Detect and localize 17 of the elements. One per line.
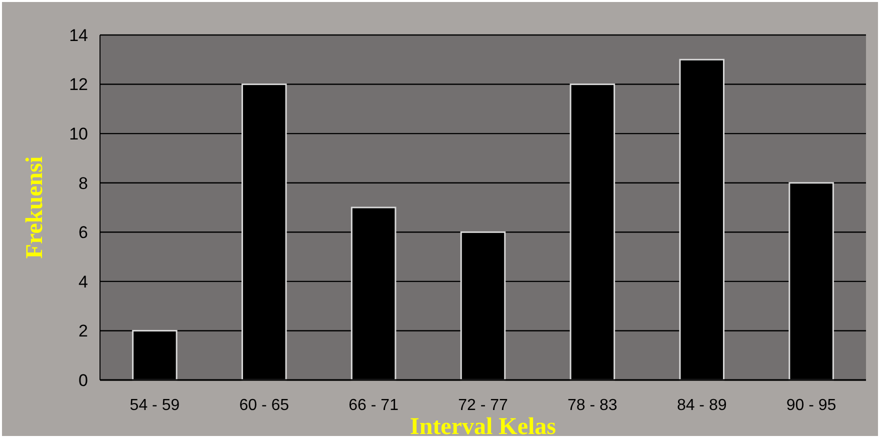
- x-tick-label: 66 - 71: [348, 397, 399, 414]
- y-tick-label: 8: [78, 174, 88, 193]
- x-tick-label: 84 - 89: [676, 397, 727, 414]
- x-tick-label: 78 - 83: [568, 397, 618, 414]
- y-tick-label: 2: [78, 322, 88, 341]
- y-tick-label: 10: [69, 124, 88, 144]
- y-tick-label: 12: [69, 75, 88, 94]
- x-tick-label: 54 - 59: [130, 397, 180, 414]
- x-tick-label: 60 - 65: [239, 397, 290, 414]
- x-tick-label: 90 - 95: [786, 397, 836, 414]
- x-axis-title: Interval Kelas: [410, 414, 556, 438]
- y-tick-label: 14: [69, 26, 88, 45]
- y-tick-label: 0: [78, 370, 88, 390]
- x-tick-label: 72 - 77: [458, 397, 508, 414]
- y-axis-title: Frekuensi: [22, 156, 48, 259]
- y-tick-label: 6: [78, 223, 88, 242]
- y-tick-label: 4: [78, 272, 88, 292]
